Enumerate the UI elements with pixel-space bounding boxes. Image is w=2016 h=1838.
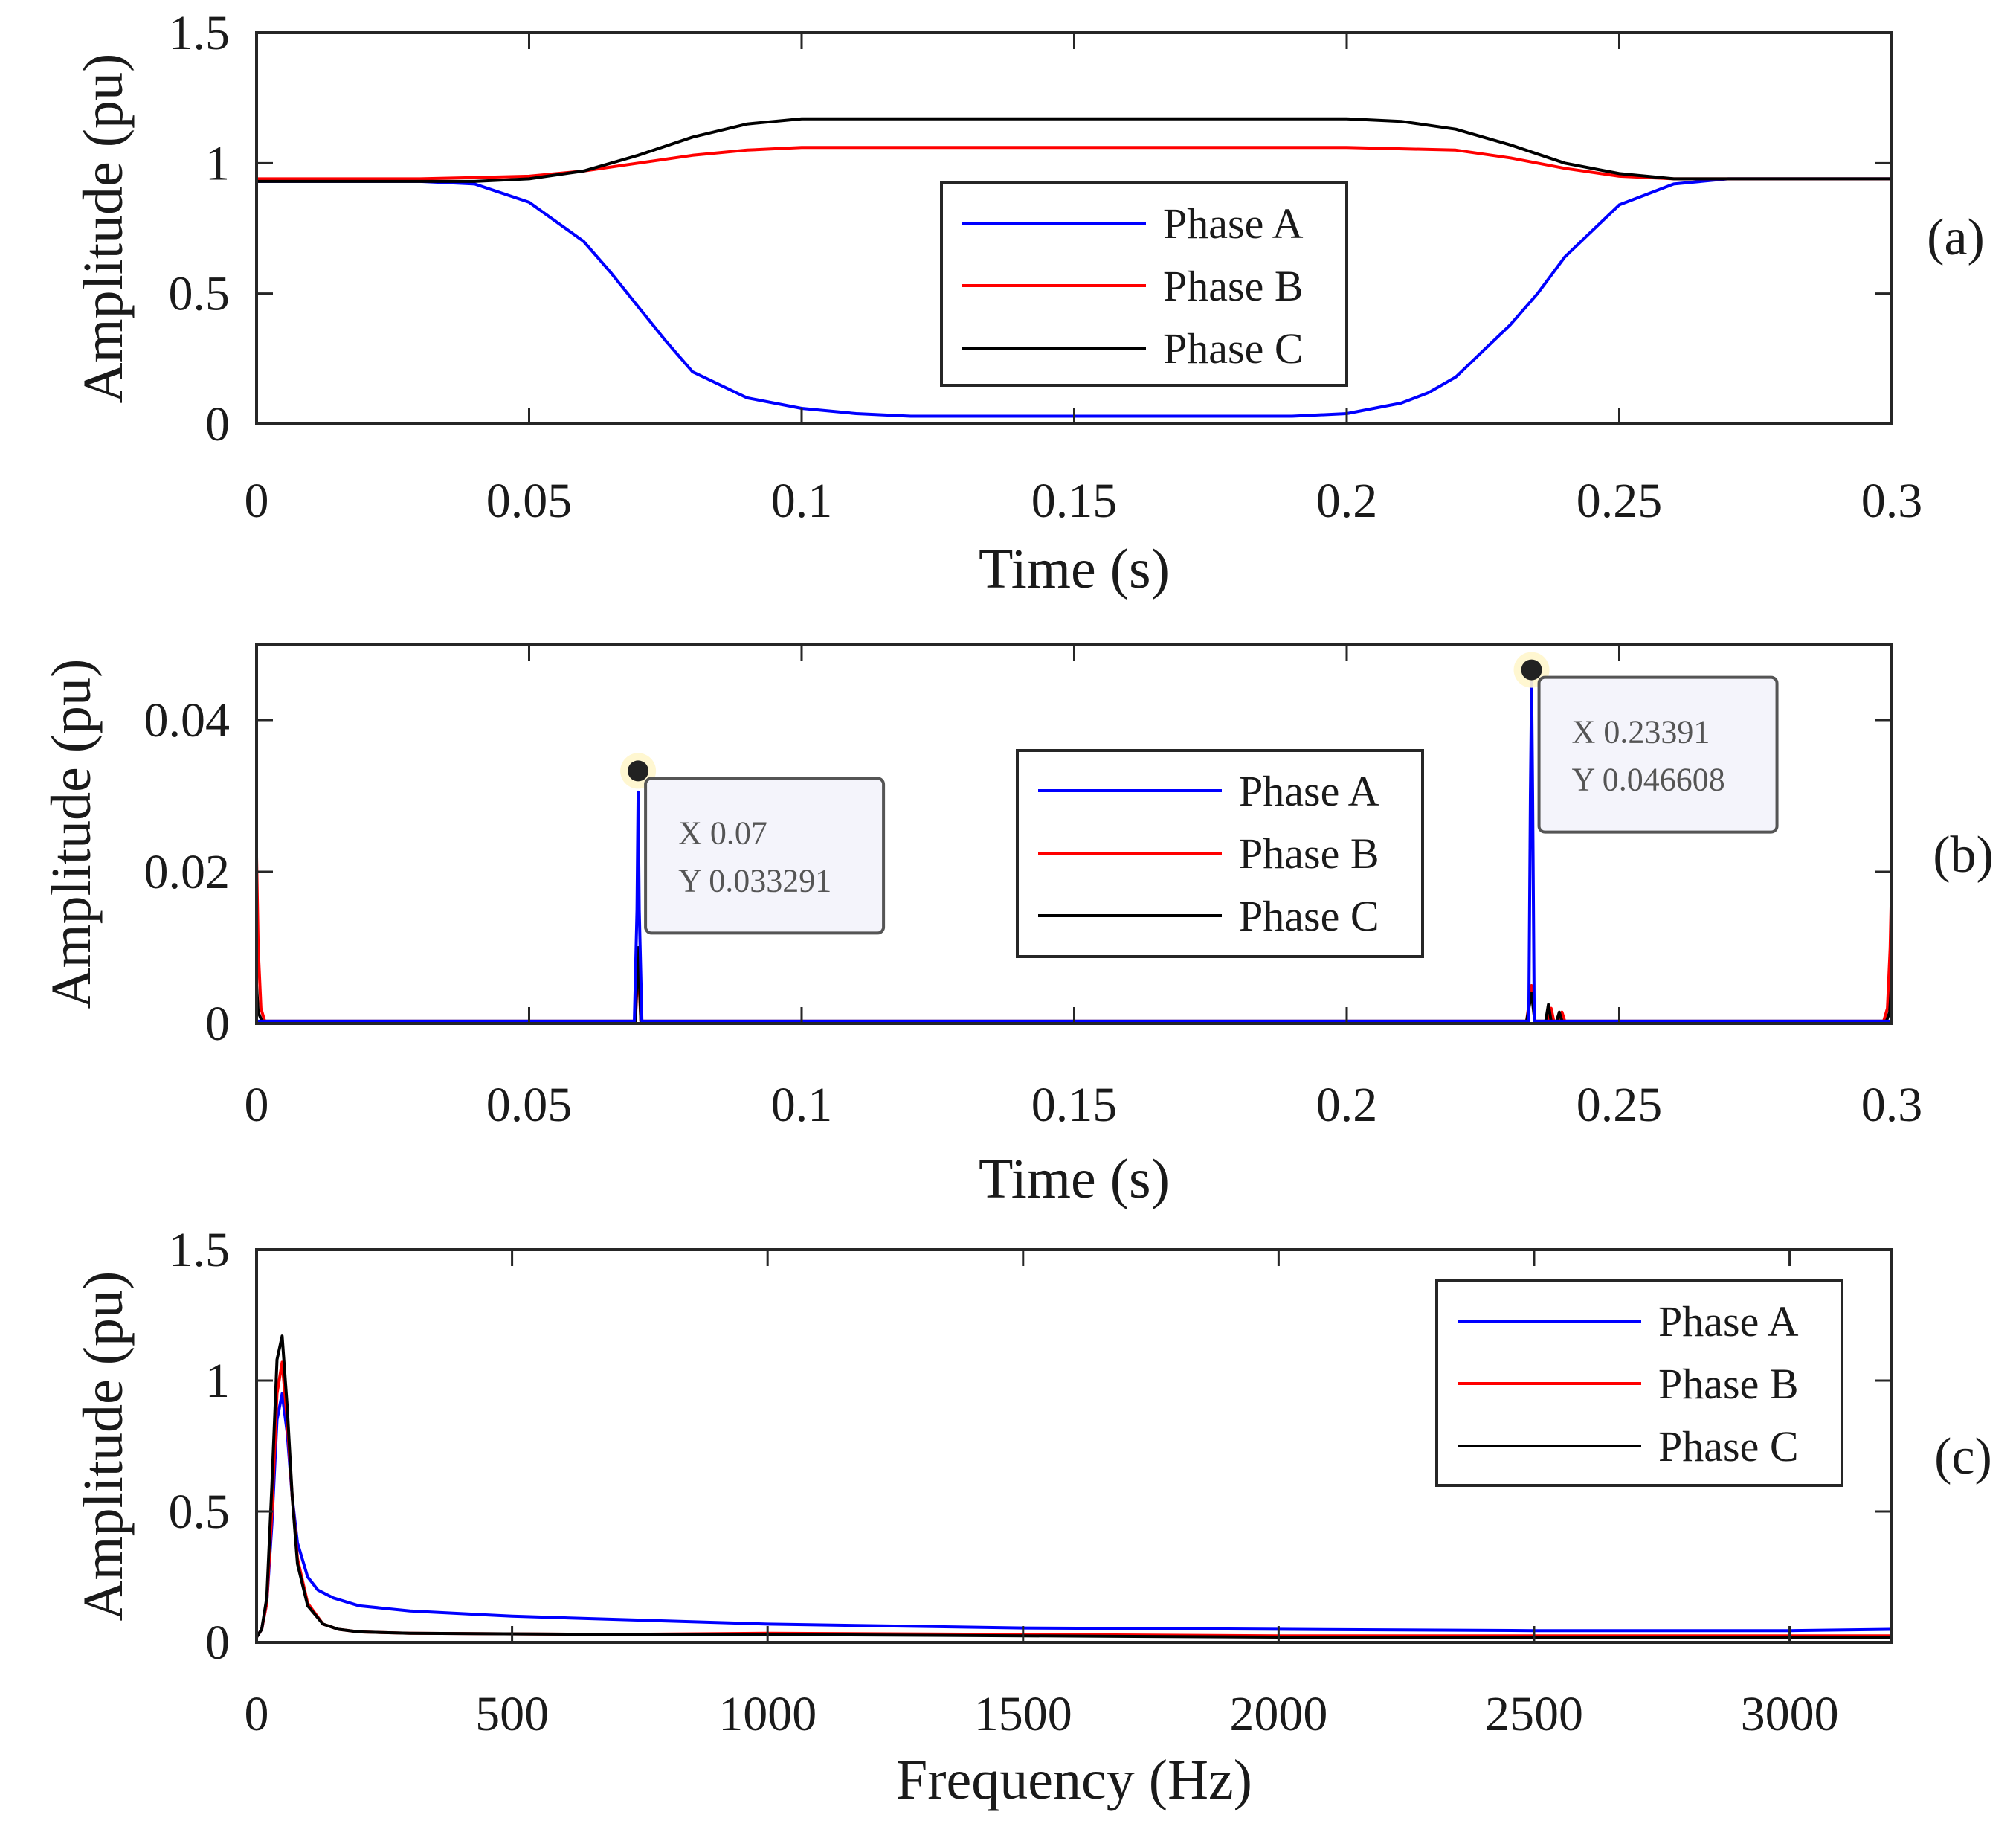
y-axis-title: Amplitude (pu) xyxy=(72,54,135,404)
y-tick-label: 1 xyxy=(205,1354,230,1408)
datatip-box xyxy=(644,777,886,935)
panel-label: (c) xyxy=(1934,1428,1992,1485)
x-tick-label: 0.2 xyxy=(1316,1078,1378,1132)
y-tick-label: 0 xyxy=(205,397,230,452)
x-tick-label: 1500 xyxy=(974,1687,1072,1741)
y-tick-label: 1.5 xyxy=(169,1223,231,1277)
legend-label: Phase C xyxy=(1658,1422,1799,1471)
series-group xyxy=(257,1334,1892,1639)
y-tick-label: 0 xyxy=(205,997,230,1051)
legend-label: Phase A xyxy=(1163,199,1304,248)
x-tick-label: 3000 xyxy=(1741,1687,1839,1741)
x-tick-label: 0.25 xyxy=(1577,1078,1663,1132)
x-tick-label: 0.15 xyxy=(1031,474,1118,528)
y-tick-label: 0.02 xyxy=(144,845,231,899)
legend-label: Phase A xyxy=(1658,1297,1799,1346)
series-line-phase-c xyxy=(257,1334,1892,1639)
y-tick-label: 1 xyxy=(205,136,230,190)
panel-c: 0 500 1000 1500 2000 2500 3000 0 0.5 1 1.5 Frequenc… xyxy=(72,1223,1992,1811)
x-tick-label: 0.1 xyxy=(771,1078,833,1132)
x-tick-label: 0.3 xyxy=(1861,1078,1923,1132)
x-tick-label: 2000 xyxy=(1229,1687,1327,1741)
legend-label: Phase C xyxy=(1239,892,1379,940)
x-tick-label: 0.05 xyxy=(486,1078,573,1132)
x-axis-title: Time (s) xyxy=(979,1148,1170,1210)
panel-label: (a) xyxy=(1927,209,1985,266)
y-tick-label: 1.5 xyxy=(169,6,231,60)
datatip-marker[interactable] xyxy=(1521,659,1542,681)
y-tick-label: 0 xyxy=(205,1616,230,1670)
legend: Phase A Phase B Phase C xyxy=(1435,1279,1843,1487)
datatip-y-text: Y 0.046608 xyxy=(1572,762,1725,798)
x-tick-label: 0 xyxy=(245,1078,269,1132)
y-axis-title: Amplitude (pu) xyxy=(72,1271,135,1622)
y-tick-label: 0.04 xyxy=(144,693,231,748)
x-axis-title: Frequency (Hz) xyxy=(896,1749,1252,1811)
axes-frame xyxy=(255,1248,1893,1644)
series-line-phase-a xyxy=(257,177,1892,418)
x-tick-label: 0.1 xyxy=(771,474,833,528)
y-axis-title: Amplitude (pu) xyxy=(40,659,103,1009)
legend-label: Phase C xyxy=(1163,324,1304,373)
x-tick-label: 0 xyxy=(245,1687,269,1741)
datatip[interactable]: X 0.23391 Y 0.046608 xyxy=(1513,652,1779,834)
legend-label: Phase A xyxy=(1239,767,1379,815)
panel-a: 0 0.05 0.1 0.15 0.2 0.25 0.3 0 0.5 1 1.5 Time (s) Am… xyxy=(72,6,1985,600)
x-tick-label: 0.15 xyxy=(1031,1078,1118,1132)
datatip-marker[interactable] xyxy=(628,760,649,782)
y-tick-label: 0.5 xyxy=(169,1485,231,1539)
legend-label: Phase B xyxy=(1239,829,1379,878)
datatip-box xyxy=(1537,675,1779,834)
series-line-phase-a xyxy=(257,681,1892,1023)
x-tick-label: 1000 xyxy=(718,1687,817,1741)
panel-b: 0 0.05 0.1 0.15 0.2 0.25 0.3 0 0.02 0.04 Time (s) A… xyxy=(40,643,1994,1210)
x-tick-label: 0.3 xyxy=(1861,474,1923,528)
x-tick-label: 0.05 xyxy=(486,474,573,528)
legend-label: Phase B xyxy=(1658,1360,1799,1408)
x-tick-label: 2500 xyxy=(1485,1687,1583,1741)
series-line-phase-b xyxy=(257,146,1892,181)
x-tick-label: 0 xyxy=(245,474,269,528)
x-tick-label: 0.2 xyxy=(1316,474,1378,528)
legend-label: Phase B xyxy=(1163,262,1304,310)
datatip-x-text: X 0.07 xyxy=(678,814,767,851)
series-line-phase-c xyxy=(257,117,1892,183)
series-group xyxy=(257,681,1892,1023)
datatip[interactable]: X 0.07 Y 0.033291 xyxy=(620,753,886,935)
legend: Phase A Phase B Phase C xyxy=(1016,749,1424,958)
legend: Phase A Phase B Phase C xyxy=(940,181,1348,387)
datatip-y-text: Y 0.033291 xyxy=(678,862,831,899)
x-tick-label: 500 xyxy=(475,1687,549,1741)
y-tick-label: 0.5 xyxy=(169,267,231,321)
x-tick-label: 0.25 xyxy=(1577,474,1663,528)
x-axis-title: Time (s) xyxy=(979,538,1170,600)
datatip-x-text: X 0.23391 xyxy=(1572,714,1710,751)
series-group xyxy=(257,117,1892,418)
panel-label: (b) xyxy=(1933,826,1994,884)
